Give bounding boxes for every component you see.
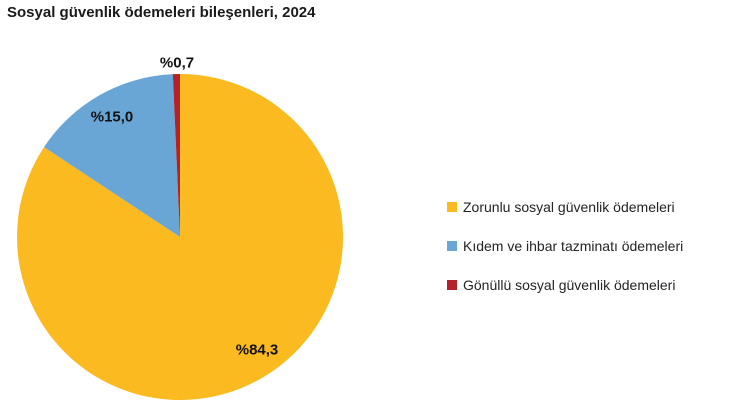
legend-item-zorunlu: Zorunlu sosyal güvenlik ödemeleri bbox=[447, 198, 683, 215]
legend-label-zorunlu: Zorunlu sosyal güvenlik ödemeleri bbox=[463, 198, 675, 215]
legend-item-kidem: Kıdem ve ihbar tazminatı ödemeleri bbox=[447, 237, 684, 254]
legend-label-kidem: Kıdem ve ihbar tazminatı ödemeleri bbox=[463, 237, 684, 254]
legend-swatch-blue-icon bbox=[447, 240, 457, 251]
legend-swatch-yellow-icon bbox=[447, 201, 457, 212]
pie-chart bbox=[17, 74, 344, 400]
legend-label-gonullu: Gönüllü sosyal güvenlik ödemeleri bbox=[463, 276, 676, 293]
pie-slice bbox=[17, 74, 344, 400]
slice-label-zorunlu: %84,3 bbox=[235, 341, 279, 359]
slice-label-kidem: %15,0 bbox=[90, 108, 134, 126]
legend-swatch-red-icon bbox=[447, 279, 457, 290]
pie-slice bbox=[172, 74, 180, 237]
legend: Zorunlu sosyal güvenlik ödemeleri Kıdem … bbox=[447, 198, 684, 293]
pie-slice bbox=[44, 74, 180, 237]
chart-title: Sosyal güvenlik ödemeleri bileşenleri, 2… bbox=[7, 4, 316, 21]
slice-label-gonullu: %0,7 bbox=[159, 54, 195, 72]
legend-item-gonullu: Gönüllü sosyal güvenlik ödemeleri bbox=[447, 276, 683, 293]
